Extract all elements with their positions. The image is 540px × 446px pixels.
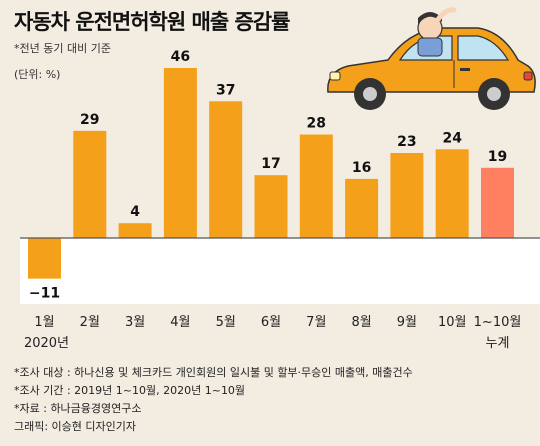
value-label-6: 28 [307,116,326,132]
bar-0 [28,238,61,279]
category-label-2: 3월 [125,315,145,330]
unit-label: (단위: %) [14,68,61,81]
value-label-7: 16 [352,160,371,176]
category-label-3: 4월 [170,315,190,330]
negative-region [20,238,540,304]
bar-9 [435,149,469,238]
value-label-5: 17 [261,156,280,172]
category-label-5: 6월 [261,315,281,330]
car-with-waving-driver-icon [327,7,536,110]
category-label-10: 1~10월 [474,315,522,330]
category-label-0: 1월 [34,315,54,330]
bar-4 [209,101,243,239]
bar-7 [345,178,379,238]
bar-8 [390,153,424,238]
category-label-6: 7월 [306,315,326,330]
note-subject: *조사 대상 : 하나신용 및 체크카드 개인회원의 일시불 및 할부·무승인 … [14,366,413,379]
value-label-10: 19 [488,149,507,165]
value-label-1: 29 [80,112,99,128]
category-label-8: 9월 [397,315,417,330]
value-label-4: 37 [216,82,235,98]
value-label-9: 24 [442,130,462,146]
category-label-7: 8월 [351,315,371,330]
bar-6 [299,134,333,238]
footnotes: *조사 대상 : 하나신용 및 체크카드 개인회원의 일시불 및 할부·무승인 … [14,364,413,436]
note-source: *자료 : 하나금융경영연구소 [14,402,142,415]
bar-5 [254,175,288,238]
bar-3 [163,68,197,238]
bar-2 [118,223,152,238]
value-label-2: 4 [130,204,140,220]
chart-title: 자동차 운전면허학원 매출 증감률 [14,10,290,34]
value-label-3: 46 [171,49,190,65]
category-label-4: 5월 [216,315,236,330]
note-graphic: 그래픽: 이승현 디자인기자 [14,420,137,433]
bar-1 [73,130,107,238]
chart-subtitle: *전년 동기 대비 기준 [14,42,111,55]
value-label-0: −11 [29,286,60,302]
note-period: *조사 기간 : 2019년 1~10월, 2020년 1~10월 [14,384,246,397]
year-label: 2020년 [24,336,69,351]
category-label-9: 10월 [438,315,467,330]
category-label-1: 2월 [80,315,100,330]
bar-10 [481,167,514,238]
cumulative-label: 누계 [486,336,510,351]
value-label-8: 23 [397,134,416,150]
